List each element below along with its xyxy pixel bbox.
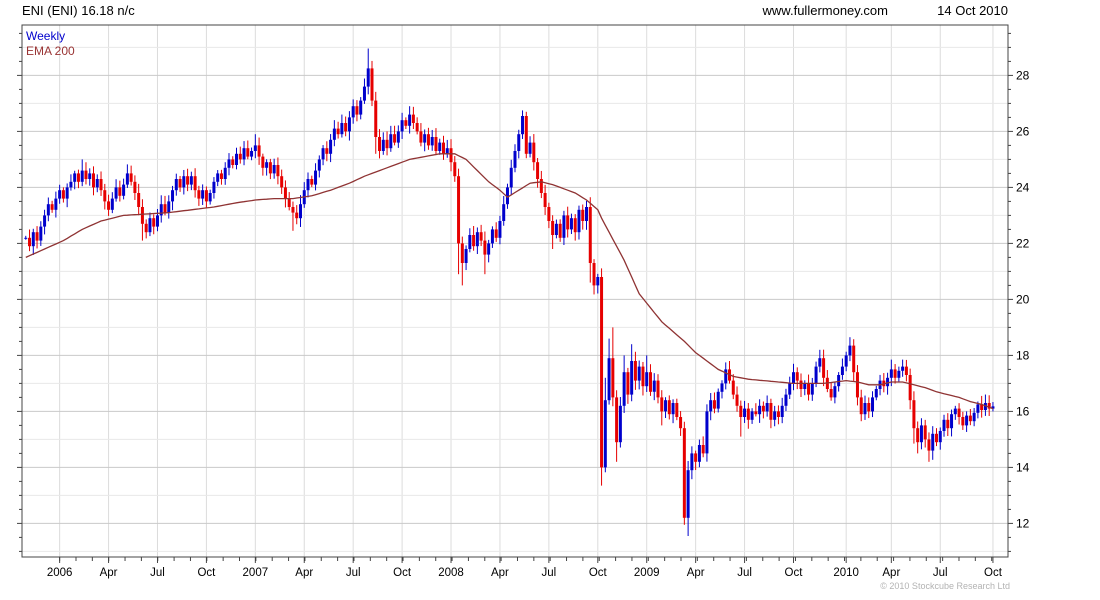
svg-text:Oct: Oct bbox=[589, 567, 608, 579]
axis-ticks bbox=[17, 32, 1013, 563]
candles-layer bbox=[24, 48, 995, 536]
page-title: ENI (ENI) 16.18 n/c bbox=[22, 3, 135, 18]
copyright-notice: © 2010 Stockcube Research Ltd bbox=[880, 581, 1010, 591]
svg-text:Jul: Jul bbox=[933, 567, 948, 579]
svg-text:Oct: Oct bbox=[197, 567, 216, 579]
svg-text:2009: 2009 bbox=[634, 567, 660, 579]
legend-ema-200: EMA 200 bbox=[26, 44, 75, 58]
svg-text:Apr: Apr bbox=[882, 567, 900, 579]
svg-text:Jul: Jul bbox=[346, 567, 361, 579]
svg-text:2006: 2006 bbox=[47, 567, 73, 579]
chart-date: 14 Oct 2010 bbox=[937, 3, 1008, 18]
svg-text:2007: 2007 bbox=[243, 567, 269, 579]
svg-text:18: 18 bbox=[1016, 348, 1030, 362]
vertical-gridlines bbox=[59, 25, 994, 557]
svg-text:14: 14 bbox=[1016, 460, 1030, 474]
svg-text:26: 26 bbox=[1016, 124, 1030, 138]
svg-text:Apr: Apr bbox=[295, 567, 313, 579]
svg-text:22: 22 bbox=[1016, 236, 1030, 250]
svg-text:2008: 2008 bbox=[438, 567, 464, 579]
svg-text:Jul: Jul bbox=[737, 567, 752, 579]
svg-text:Jul: Jul bbox=[542, 567, 557, 579]
svg-text:28: 28 bbox=[1016, 68, 1030, 82]
svg-text:2010: 2010 bbox=[833, 567, 859, 579]
svg-text:Apr: Apr bbox=[491, 567, 509, 579]
plot-frame bbox=[21, 24, 1009, 558]
svg-text:Apr: Apr bbox=[100, 567, 118, 579]
svg-text:12: 12 bbox=[1016, 516, 1030, 530]
legend-weekly: Weekly bbox=[26, 29, 66, 43]
ema-line bbox=[25, 153, 994, 410]
svg-text:Apr: Apr bbox=[687, 567, 705, 579]
svg-text:24: 24 bbox=[1016, 180, 1030, 194]
svg-text:16: 16 bbox=[1016, 404, 1030, 418]
svg-text:Oct: Oct bbox=[393, 567, 412, 579]
svg-text:20: 20 bbox=[1016, 292, 1030, 306]
site-link[interactable]: www.fullermoney.com bbox=[762, 3, 888, 18]
y-axis-labels: 12 14 16 18 20 22 24 26 28 bbox=[1016, 68, 1030, 530]
horizontal-gridlines bbox=[22, 46, 1008, 552]
svg-text:Oct: Oct bbox=[785, 567, 804, 579]
svg-text:Oct: Oct bbox=[984, 567, 1003, 579]
svg-text:Jul: Jul bbox=[150, 567, 165, 579]
x-axis-labels: 2006 Apr Jul Oct 2007 Apr Jul Oct 2008 Apr Jul Oct 2… bbox=[47, 567, 1003, 579]
